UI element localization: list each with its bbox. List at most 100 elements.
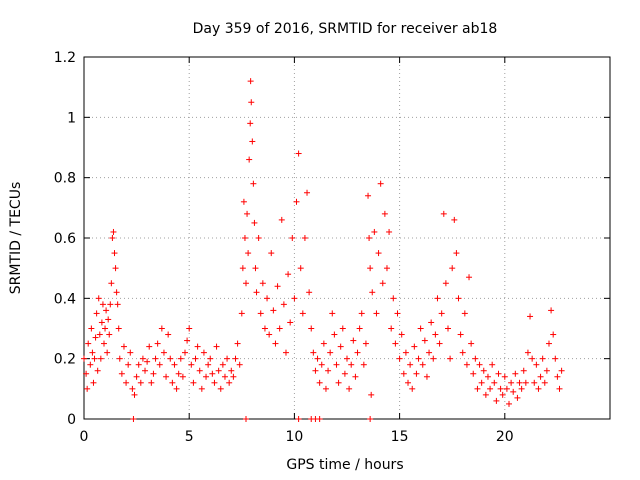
data-point	[192, 355, 199, 362]
data-point	[293, 198, 300, 205]
data-point	[264, 295, 271, 302]
data-point	[489, 361, 496, 368]
plot-frame	[83, 56, 611, 420]
data-point	[99, 301, 106, 308]
data-point	[278, 216, 285, 223]
data-point	[320, 340, 327, 347]
data-point	[113, 289, 120, 296]
data-point	[107, 301, 114, 308]
data-point	[434, 295, 441, 302]
data-point	[196, 367, 203, 374]
data-point	[299, 310, 306, 317]
data-point	[253, 289, 260, 296]
data-point	[88, 325, 95, 332]
data-point	[457, 331, 464, 338]
x-axis-label: GPS time / hours	[286, 457, 403, 473]
data-point	[409, 385, 416, 392]
x-tick-label: 20	[496, 429, 514, 445]
data-point	[146, 343, 153, 350]
data-point	[241, 235, 248, 241]
data-point	[356, 325, 363, 332]
data-point	[455, 295, 462, 302]
data-point	[135, 361, 142, 368]
data-point	[144, 358, 151, 365]
data-point	[205, 361, 212, 368]
data-point	[129, 385, 136, 392]
data-point	[377, 180, 384, 187]
data-point	[459, 349, 466, 356]
data-point	[339, 325, 346, 332]
y-axis: 0 0.2 0.4 0.6 0.8 1 1.2	[54, 50, 610, 428]
data-point	[535, 385, 542, 392]
data-point	[472, 355, 479, 362]
data-point	[190, 379, 197, 386]
data-point	[543, 367, 550, 374]
data-point	[109, 235, 116, 241]
data-point	[308, 325, 315, 332]
data-point	[541, 379, 548, 386]
data-point	[461, 310, 468, 317]
data-point	[501, 373, 508, 380]
data-point	[289, 235, 296, 241]
data-point	[354, 349, 361, 356]
data-point	[362, 340, 369, 347]
data-point	[221, 373, 228, 380]
data-point	[175, 370, 182, 377]
data-point	[215, 367, 222, 374]
data-point	[276, 325, 283, 332]
data-point	[163, 373, 170, 380]
data-point	[173, 385, 180, 392]
data-point	[114, 301, 121, 308]
data-point	[390, 295, 397, 302]
data-point	[484, 373, 491, 380]
data-point	[322, 385, 329, 392]
data-point	[495, 370, 502, 377]
data-point	[306, 289, 313, 296]
data-point	[430, 355, 437, 362]
x-tick-label: 0	[80, 429, 89, 445]
data-point	[115, 325, 122, 332]
data-point	[554, 373, 561, 380]
data-point	[556, 385, 563, 392]
data-point	[93, 310, 100, 317]
data-point	[247, 120, 254, 127]
data-point	[297, 265, 304, 272]
data-point	[118, 370, 125, 377]
data-point	[232, 355, 239, 362]
data-point	[177, 355, 184, 362]
data-point	[137, 379, 144, 386]
data-point	[344, 355, 350, 362]
data-point	[257, 310, 264, 317]
data-point	[368, 391, 375, 398]
data-point	[108, 280, 115, 287]
data-point	[386, 228, 393, 235]
data-point	[360, 361, 367, 368]
data-point	[150, 370, 157, 377]
data-point	[365, 192, 372, 199]
data-point	[436, 340, 443, 347]
data-point	[537, 373, 544, 380]
data-point	[240, 198, 247, 205]
data-point	[388, 325, 395, 332]
data-point	[246, 156, 253, 163]
data-point	[346, 385, 353, 392]
data-point	[440, 210, 447, 217]
data-point	[550, 331, 557, 338]
data-point	[110, 228, 117, 235]
data-point	[531, 379, 538, 386]
x-axis: 0 5 10 15 20	[80, 57, 514, 445]
data-point	[102, 325, 109, 332]
data-point	[106, 331, 113, 338]
data-point	[333, 361, 340, 368]
data-point	[512, 370, 519, 377]
data-point	[417, 325, 424, 332]
data-point	[407, 361, 414, 368]
data-point	[203, 373, 210, 380]
data-point	[188, 361, 195, 368]
data-point	[533, 361, 540, 368]
data-point	[291, 295, 298, 302]
data-point	[468, 340, 475, 347]
data-point	[558, 367, 565, 374]
data-point	[130, 416, 137, 422]
data-point	[209, 370, 216, 377]
